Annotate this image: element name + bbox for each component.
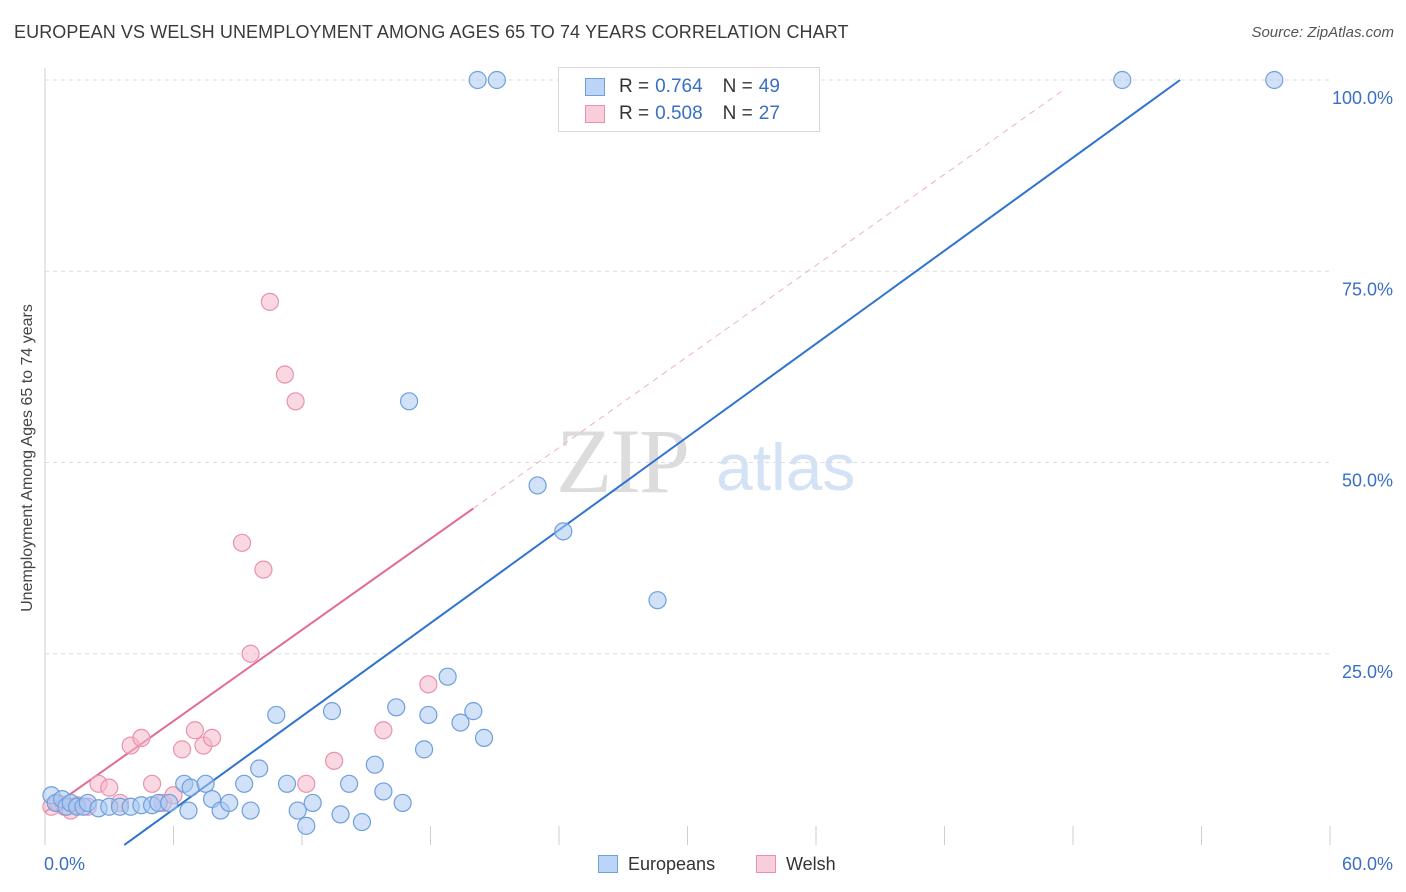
watermark: ZIP atlas [556, 410, 855, 512]
data-point-welsh [241, 644, 260, 663]
bottom-legend-europeans: Europeans [598, 852, 715, 876]
bottom-legend-welsh: Welsh [756, 852, 836, 876]
trend-line-europeans [123, 79, 1181, 846]
legend-r-value-europeans: 0.764 [655, 76, 703, 97]
data-point-europeans [220, 793, 239, 813]
bottom-legend-label-europeans: Europeans [628, 853, 716, 874]
data-point-welsh [100, 778, 119, 797]
data-point-welsh [202, 728, 222, 748]
data-point-welsh [132, 728, 151, 748]
trend-line-welsh [44, 507, 474, 813]
legend-row-europeans: R = 0.764 N = 49 [585, 75, 780, 99]
legend-n-label: N = [722, 76, 753, 97]
y-tick-label: 100.0% [1332, 88, 1393, 108]
data-point-europeans [438, 667, 457, 686]
data-point-europeans [331, 805, 350, 824]
data-point-europeans [419, 705, 438, 725]
data-point-europeans [648, 591, 667, 610]
data-point-europeans [464, 702, 483, 721]
data-point-europeans [528, 476, 547, 495]
tick-labels: 25.0% 50.0% 75.0% 100.0% 0.0% 60.0% [44, 88, 1393, 874]
data-point-europeans [196, 774, 215, 793]
legend-n-label: N = [722, 103, 753, 124]
data-point-europeans [414, 740, 434, 759]
axes [44, 68, 1331, 845]
y-tick-label: 50.0% [1342, 471, 1393, 491]
data-point-welsh [185, 721, 205, 740]
data-point-europeans [181, 778, 200, 797]
data-point-welsh [260, 292, 279, 311]
data-point-europeans [393, 793, 412, 813]
data-point-welsh [419, 675, 438, 694]
legend-n-value-europeans: 49 [758, 76, 780, 97]
legend-r-label: R = [619, 76, 650, 97]
bottom-legend-swatch-welsh [756, 855, 776, 873]
bottom-legend-label-welsh: Welsh [786, 853, 836, 874]
data-point-welsh [172, 740, 192, 759]
chart-title: EUROPEAN VS WELSH UNEMPLOYMENT AMONG AGE… [14, 22, 849, 42]
data-point-welsh [297, 774, 316, 793]
y-axis-label: Unemployment Among Ages 65 to 74 years [19, 304, 36, 612]
data-points [42, 70, 1284, 835]
data-point-europeans [303, 793, 322, 813]
data-point-europeans [1265, 70, 1284, 90]
y-tick-label: 25.0% [1342, 662, 1393, 682]
data-point-europeans [297, 816, 316, 835]
source-label: Source: ZipAtlas.com [1251, 24, 1394, 41]
data-point-europeans [241, 801, 260, 820]
bottom-legend-swatch-europeans [598, 855, 618, 873]
data-point-europeans [374, 782, 393, 801]
legend-r-value-welsh: 0.508 [655, 103, 703, 124]
x-tick-label-max: 60.0% [1342, 854, 1393, 874]
gridlines [45, 79, 1330, 655]
trend-lines [44, 79, 1181, 846]
data-point-welsh [325, 751, 344, 770]
data-point-europeans [160, 793, 179, 813]
data-point-europeans [288, 801, 307, 820]
data-point-europeans [340, 774, 359, 793]
data-point-europeans [352, 812, 372, 832]
data-point-europeans [1113, 70, 1132, 90]
data-point-europeans [554, 522, 573, 541]
data-point-welsh [286, 392, 305, 411]
watermark-atlas: atlas [716, 430, 855, 504]
data-point-europeans [451, 713, 470, 732]
data-point-europeans [235, 774, 254, 793]
data-point-europeans [387, 698, 406, 717]
data-point-welsh [142, 774, 162, 793]
data-point-europeans [277, 774, 297, 793]
data-point-europeans [487, 70, 506, 90]
data-point-welsh [254, 560, 273, 579]
data-point-europeans [365, 755, 384, 774]
data-point-welsh [275, 365, 294, 384]
legend-swatch-welsh [585, 105, 605, 123]
data-point-europeans [250, 759, 269, 778]
data-point-europeans [322, 702, 342, 721]
data-point-europeans [474, 728, 494, 748]
legend-n-value-welsh: 27 [758, 103, 780, 124]
x-tick-label-min: 0.0% [44, 854, 85, 874]
legend-row-welsh: R = 0.508 N = 27 [585, 102, 780, 126]
data-point-welsh [232, 533, 252, 552]
legend-swatch-europeans [585, 78, 605, 96]
data-point-welsh [374, 721, 393, 740]
data-point-europeans [399, 392, 419, 411]
correlation-legend: R = 0.764 N = 49 R = 0.508 N = 27 [558, 67, 820, 132]
legend-r-label: R = [619, 103, 650, 124]
y-tick-label: 75.0% [1342, 279, 1393, 299]
data-point-europeans [468, 70, 487, 90]
watermark-zip: ZIP [556, 410, 688, 512]
data-point-europeans [179, 801, 198, 820]
data-point-europeans [267, 705, 286, 725]
